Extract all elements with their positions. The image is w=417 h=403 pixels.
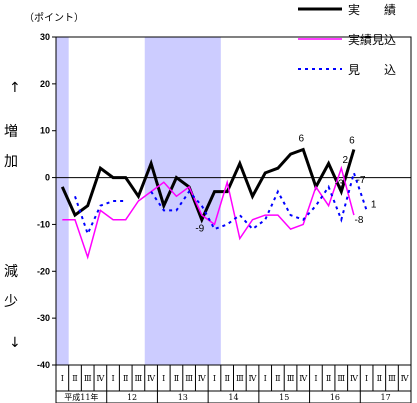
side-increase-2: 加 xyxy=(4,154,18,170)
data-label-7: -8 xyxy=(354,215,363,226)
data-label-6: -7 xyxy=(356,175,365,186)
x-quarter-label-2: Ⅲ xyxy=(84,374,92,383)
data-label-1: 6 xyxy=(298,133,304,144)
x-quarter-label-23: Ⅳ xyxy=(350,374,359,383)
x-quarter-label-17: Ⅱ xyxy=(275,374,280,383)
x-quarter-label-20: Ⅰ xyxy=(314,374,317,383)
x-quarter-label-27: Ⅳ xyxy=(401,374,410,383)
data-label-2: 6 xyxy=(349,135,355,146)
side-up-arrow: ↑ xyxy=(9,80,21,96)
y-tick-label-5: -20 xyxy=(37,266,50,276)
shaded-band-0 xyxy=(56,37,69,365)
x-quarter-label-8: Ⅰ xyxy=(162,374,165,383)
x-year-label-3: 14 xyxy=(228,393,238,402)
x-quarter-label-15: Ⅳ xyxy=(249,374,258,383)
side-increase-1: 増 xyxy=(4,124,18,140)
x-quarter-label-25: Ⅱ xyxy=(377,374,382,383)
recession-shading xyxy=(56,37,221,365)
x-quarter-label-24: Ⅰ xyxy=(365,374,368,383)
y-tick-label-3: 0 xyxy=(45,173,50,183)
series-line-2 xyxy=(74,169,368,237)
x-quarter-label-12: Ⅰ xyxy=(213,374,216,383)
x-quarter-label-7: Ⅳ xyxy=(147,374,156,383)
x-quarter-label-18: Ⅲ xyxy=(287,374,295,383)
x-quarter-label-5: Ⅱ xyxy=(123,374,128,383)
shaded-band-1 xyxy=(144,37,221,365)
x-quarter-label-16: Ⅰ xyxy=(264,374,267,383)
y-tick-label-4: -10 xyxy=(37,219,50,229)
data-label-4: 2 xyxy=(342,155,348,166)
series-line-1 xyxy=(62,165,355,260)
data-labels: -9 6 6 -3 2 1 -7 -8 xyxy=(195,133,376,234)
legend-label-actual: 実 績 xyxy=(348,2,396,17)
y-tick-label-1: 20 xyxy=(40,79,50,89)
side-decrease-2: 少 xyxy=(4,294,18,310)
data-label-5: 1 xyxy=(371,199,377,210)
data-label-3: -3 xyxy=(335,179,344,190)
x-quarter-label-21: Ⅱ xyxy=(326,374,331,383)
side-down-arrow: ↓ xyxy=(9,335,21,351)
series-line-0 xyxy=(60,147,356,224)
y-tick-label-6: -30 xyxy=(37,313,50,323)
x-quarter-label-4: Ⅰ xyxy=(111,374,114,383)
data-label-0: -9 xyxy=(195,224,204,235)
plot-area-frame xyxy=(55,36,412,366)
series-lines xyxy=(60,147,368,260)
x-quarter-label-6: Ⅲ xyxy=(135,374,143,383)
x-year-label-4: 15 xyxy=(279,393,289,402)
side-decrease-1: 減 xyxy=(4,263,18,280)
x-quarter-label-26: Ⅲ xyxy=(388,374,396,383)
x-year-label-5: 16 xyxy=(330,393,340,402)
x-quarter-label-3: Ⅳ xyxy=(96,374,105,383)
y-tick-label-2: 10 xyxy=(40,126,50,136)
x-quarter-label-19: Ⅳ xyxy=(299,374,308,383)
x-quarter-label-0: Ⅰ xyxy=(61,374,64,383)
x-quarter-label-9: Ⅱ xyxy=(174,374,179,383)
x-year-label-1: 12 xyxy=(127,393,137,402)
legend: 実 績 実績見込 見 込 xyxy=(298,2,396,77)
y-tick-labels: 30 20 10 0 -10 -20 -30 -40 xyxy=(37,32,50,370)
x-year-label-2: 13 xyxy=(178,393,188,402)
x-quarter-label-14: Ⅲ xyxy=(236,374,244,383)
x-quarter-label-1: Ⅱ xyxy=(72,374,77,383)
x-year-label-0: 平成11年 xyxy=(64,392,98,402)
y-tick-label-7: -40 xyxy=(37,360,50,370)
x-quarter-label-22: Ⅲ xyxy=(337,374,345,383)
x-year-label-6: 17 xyxy=(381,393,391,402)
x-quarter-label-11: Ⅳ xyxy=(198,374,207,383)
legend-label-estimate: 実績見込 xyxy=(348,32,396,47)
y-tick-label-0: 30 xyxy=(40,32,50,42)
legend-label-forecast: 見 込 xyxy=(348,63,396,77)
x-quarter-label-13: Ⅱ xyxy=(224,374,229,383)
x-quarter-label-10: Ⅲ xyxy=(185,374,193,383)
y-unit-label: （ポイント） xyxy=(24,12,84,24)
